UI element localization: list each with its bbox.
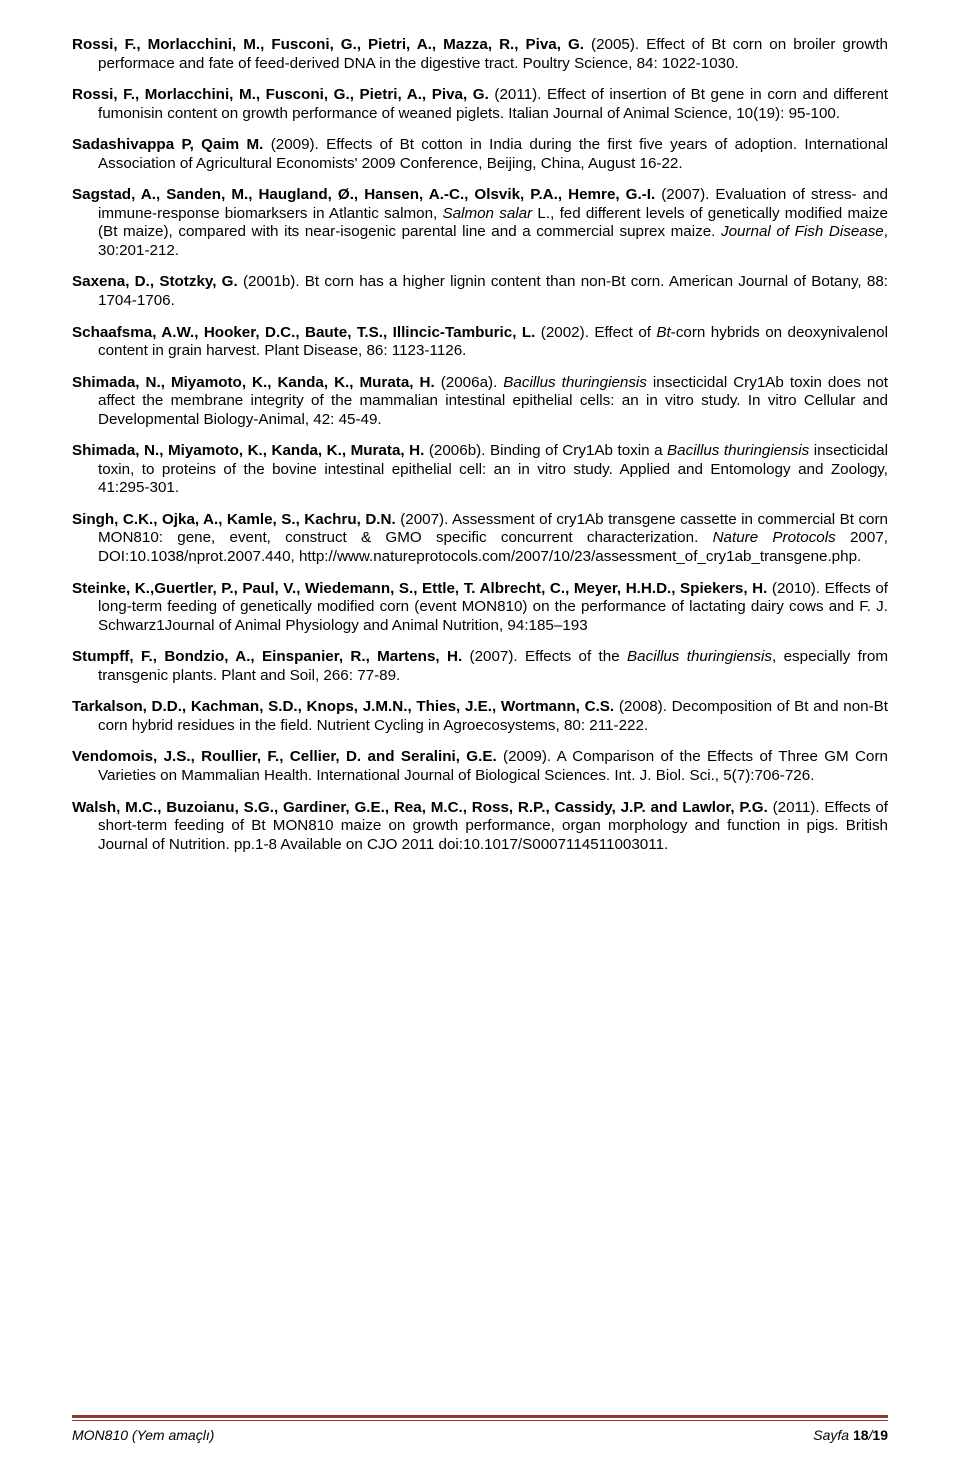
ref-authors: Schaafsma, A.W., Hooker, D.C., Baute, T.… bbox=[72, 324, 535, 341]
ref-year: (2007). bbox=[655, 186, 715, 203]
ref-authors: Stumpff, F., Bondzio, A., Einspanier, R.… bbox=[72, 648, 462, 665]
ref-year: (2009). bbox=[497, 748, 557, 765]
ref-italic: Bacillus thuringiensis bbox=[667, 442, 809, 459]
footer-row: MON810 (Yem amaçlı) Sayfa 18/19 bbox=[72, 1427, 888, 1443]
ref-year: (2011). bbox=[768, 799, 825, 816]
reference-entry: Sagstad, A., Sanden, M., Haugland, Ø., H… bbox=[72, 186, 888, 260]
ref-italic: Journal of Fish Disease bbox=[721, 223, 884, 240]
references-list: Rossi, F., Morlacchini, M., Fusconi, G.,… bbox=[72, 36, 888, 854]
footer-left: MON810 (Yem amaçlı) bbox=[72, 1427, 214, 1443]
ref-authors: Singh, C.K., Ojka, A., Kamle, S., Kachru… bbox=[72, 511, 396, 528]
ref-authors: Walsh, M.C., Buzoianu, S.G., Gardiner, G… bbox=[72, 799, 768, 816]
reference-entry: Steinke, K.,Guertler, P., Paul, V., Wied… bbox=[72, 580, 888, 636]
reference-entry: Saxena, D., Stotzky, G. (2001b). Bt corn… bbox=[72, 273, 888, 310]
ref-italic: Bacillus thuringiensis bbox=[503, 374, 647, 391]
ref-year: (2002). bbox=[535, 324, 594, 341]
ref-year: (2008). bbox=[614, 698, 672, 715]
reference-entry: Stumpff, F., Bondzio, A., Einspanier, R.… bbox=[72, 648, 888, 685]
page-footer: MON810 (Yem amaçlı) Sayfa 18/19 bbox=[72, 1415, 888, 1443]
footer-page-current: 18 bbox=[853, 1427, 869, 1443]
ref-pre-italic: Binding of Cry1Ab toxin a bbox=[490, 442, 667, 459]
reference-entry: Sadashivappa P, Qaim M. (2009). Effects … bbox=[72, 136, 888, 173]
ref-year: (2001b). bbox=[238, 273, 305, 290]
ref-year: (2005). bbox=[584, 36, 646, 53]
reference-entry: Rossi, F., Morlacchini, M., Fusconi, G.,… bbox=[72, 86, 888, 123]
ref-year: (2010). bbox=[767, 580, 824, 597]
reference-entry: Vendomois, J.S., Roullier, F., Cellier, … bbox=[72, 748, 888, 785]
ref-italic: Nature Protocols bbox=[713, 529, 836, 546]
ref-pre-italic: Effects of the bbox=[525, 648, 627, 665]
ref-italic: Bacillus thuringiensis bbox=[627, 648, 772, 665]
reference-entry: Walsh, M.C., Buzoianu, S.G., Gardiner, G… bbox=[72, 799, 888, 855]
ref-authors: Tarkalson, D.D., Kachman, S.D., Knops, J… bbox=[72, 698, 614, 715]
reference-entry: Schaafsma, A.W., Hooker, D.C., Baute, T.… bbox=[72, 324, 888, 361]
ref-authors: Rossi, F., Morlacchini, M., Fusconi, G.,… bbox=[72, 86, 489, 103]
reference-entry: Rossi, F., Morlacchini, M., Fusconi, G.,… bbox=[72, 36, 888, 73]
reference-entry: Shimada, N., Miyamoto, K., Kanda, K., Mu… bbox=[72, 374, 888, 430]
ref-year: (2007). bbox=[462, 648, 525, 665]
ref-year: (2009). bbox=[263, 136, 326, 153]
footer-page-total: 19 bbox=[872, 1427, 888, 1443]
ref-authors: Sadashivappa P, Qaim M. bbox=[72, 136, 263, 153]
ref-authors: Saxena, D., Stotzky, G. bbox=[72, 273, 238, 290]
ref-authors: Shimada, N., Miyamoto, K., Kanda, K., Mu… bbox=[72, 374, 435, 391]
footer-rule bbox=[72, 1415, 888, 1421]
page: Rossi, F., Morlacchini, M., Fusconi, G.,… bbox=[0, 0, 960, 1467]
ref-authors: Sagstad, A., Sanden, M., Haugland, Ø., H… bbox=[72, 186, 655, 203]
ref-authors: Rossi, F., Morlacchini, M., Fusconi, G.,… bbox=[72, 36, 584, 53]
reference-entry: Shimada, N., Miyamoto, K., Kanda, K., Mu… bbox=[72, 442, 888, 498]
ref-pre-italic: Effect of bbox=[594, 324, 656, 341]
ref-year: (2006b). bbox=[424, 442, 490, 459]
ref-year: (2006a). bbox=[435, 374, 504, 391]
ref-year: (2011). bbox=[489, 86, 547, 103]
ref-authors: Shimada, N., Miyamoto, K., Kanda, K., Mu… bbox=[72, 442, 424, 459]
ref-authors: Vendomois, J.S., Roullier, F., Cellier, … bbox=[72, 748, 497, 765]
reference-entry: Tarkalson, D.D., Kachman, S.D., Knops, J… bbox=[72, 698, 888, 735]
ref-italic: Salmon salar bbox=[443, 205, 533, 222]
ref-authors: Steinke, K.,Guertler, P., Paul, V., Wied… bbox=[72, 580, 767, 597]
ref-year: (2007). bbox=[396, 511, 452, 528]
footer-right-prefix: Sayfa bbox=[813, 1427, 853, 1443]
footer-right: Sayfa 18/19 bbox=[813, 1427, 888, 1443]
reference-entry: Singh, C.K., Ojka, A., Kamle, S., Kachru… bbox=[72, 511, 888, 567]
ref-italic: Bt bbox=[656, 324, 670, 341]
